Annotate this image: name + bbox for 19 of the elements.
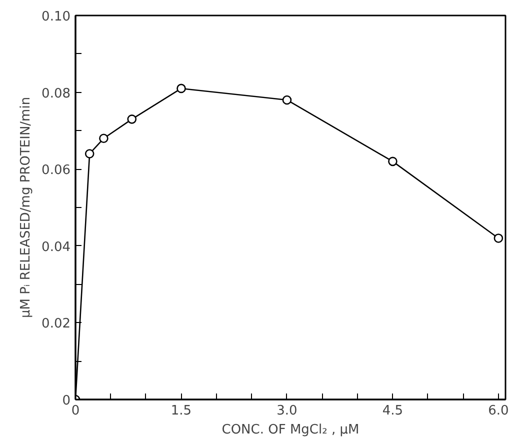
- x-axis-title: CONC. OF MgCl₂ , μM: [222, 422, 360, 438]
- y-tick-label: 0.08: [42, 86, 71, 102]
- point: [99, 134, 108, 144]
- point: [84, 149, 94, 158]
- point: [127, 114, 137, 124]
- point: [282, 95, 292, 105]
- y-tick-label: 0.04: [42, 240, 71, 255]
- y-tick-label: 0.06: [42, 163, 71, 178]
- x-tick-label: 3.0: [276, 404, 298, 418]
- point: [176, 84, 186, 94]
- x-tick-label: 1.5: [170, 404, 192, 418]
- y-tick-label: 0.02: [42, 316, 71, 332]
- y-axis-title: μM Pᵢ RELEASED/mg PROTEIN/min: [18, 96, 34, 318]
- point: [494, 234, 504, 243]
- point: [388, 156, 398, 166]
- x-tick-label: 4.5: [382, 404, 404, 418]
- y-tick-label: 0: [62, 394, 71, 408]
- y-tick-label: 0.10: [42, 10, 71, 24]
- x-tick-label: 6.0: [488, 404, 509, 418]
